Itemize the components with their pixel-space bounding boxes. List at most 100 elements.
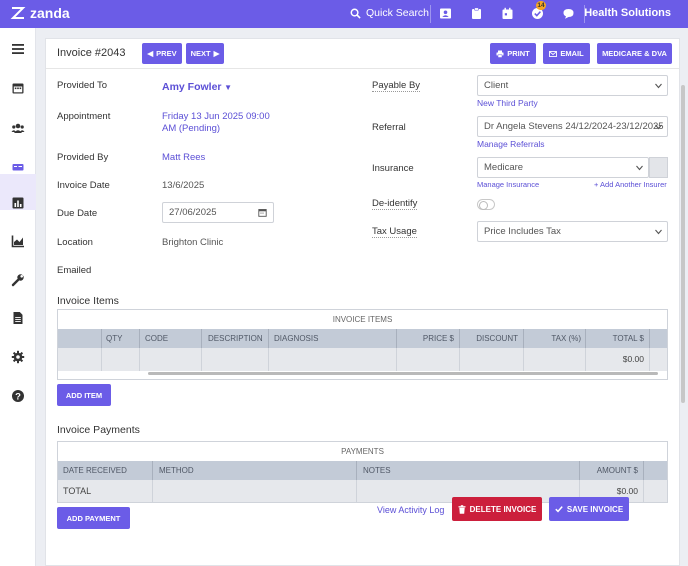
insurance-label: Insurance [372, 163, 414, 174]
check-icon [555, 506, 563, 513]
analytics-icon[interactable] [11, 234, 25, 248]
invoice-payments-title: Invoice Payments [57, 424, 140, 436]
total-label: TOTAL [58, 480, 153, 502]
chevron-down-icon [655, 83, 662, 89]
deidentify-label: De-identify [372, 198, 418, 210]
provided-by-label: Provided By [57, 152, 109, 163]
table-row: TOTAL $0.00 [58, 480, 667, 502]
column-header[interactable]: QTY [102, 329, 140, 348]
chat-icon[interactable] [562, 7, 575, 20]
column-header[interactable]: METHOD [153, 461, 357, 480]
column-header[interactable]: TOTAL $ [586, 329, 650, 348]
next-button[interactable]: NEXT ▶ [186, 43, 224, 64]
column-header[interactable]: PRICE $ [397, 329, 460, 348]
chevron-down-icon [636, 165, 643, 171]
menu-icon[interactable] [11, 42, 25, 56]
referral-select[interactable]: Dr Angela Stevens 24/12/2024-23/12/2025 [477, 116, 668, 137]
search-icon [350, 8, 361, 19]
manage-insurance-link[interactable]: Manage Insurance [477, 180, 540, 189]
invoice-items-title: Invoice Items [57, 295, 119, 307]
vertical-scrollbar[interactable] [681, 85, 685, 403]
emailed-label: Emailed [57, 265, 92, 276]
column-header[interactable]: DISCOUNT [460, 329, 524, 348]
documents-icon[interactable] [11, 311, 25, 325]
location-value: Brighton Clinic [162, 237, 224, 248]
payable-by-label: Payable By [372, 80, 421, 92]
calendar-icon[interactable] [11, 81, 25, 95]
invoice-header: Invoice #2043 ◀ PREV NEXT ▶ PRINT EMAIL … [46, 39, 679, 69]
payable-by-select[interactable]: Client [477, 75, 668, 96]
appointment-link[interactable]: Friday 13 Jun 2025 09:00 AM (Pending) [162, 111, 270, 134]
add-payment-button[interactable]: ADD PAYMENT [57, 507, 130, 529]
svg-text:?: ? [15, 391, 21, 402]
logo-text: zanda [30, 5, 70, 21]
save-invoice-button[interactable]: SAVE INVOICE [549, 497, 629, 521]
chevron-down-icon [655, 229, 662, 235]
medicare-dva-button[interactable]: MEDICARE & DVA [597, 43, 672, 64]
envelope-icon [549, 50, 558, 57]
appointment-label: Appointment [57, 111, 111, 122]
due-date-input[interactable]: 27/06/2025 [162, 202, 274, 223]
new-third-party-link[interactable]: New Third Party [477, 98, 538, 108]
tax-usage-select[interactable]: Price Includes Tax [477, 221, 668, 242]
clients-icon[interactable] [11, 121, 25, 135]
column-header[interactable]: DESCRIPTION [202, 329, 269, 348]
column-header[interactable]: AMOUNT $ [580, 461, 644, 480]
quick-search-button[interactable]: Quick Search [350, 7, 429, 19]
notification-badge: 14 [536, 1, 546, 10]
invoice-items-table: INVOICE ITEMS QTY CODE DESCRIPTION DIAGN… [57, 309, 668, 380]
horizontal-scrollbar[interactable] [148, 372, 658, 375]
settings-icon[interactable] [11, 350, 25, 364]
quick-search-label: Quick Search [366, 7, 430, 19]
invoice-date-label: Invoice Date [57, 180, 110, 191]
invoice-card: Invoice #2043 ◀ PREV NEXT ▶ PRINT EMAIL … [45, 38, 680, 566]
email-button[interactable]: EMAIL [543, 43, 590, 64]
caret-down-icon: ▼ [224, 83, 233, 92]
column-header[interactable]: DATE RECEIVED [58, 461, 153, 480]
provider-link[interactable]: Matt Rees [162, 152, 206, 163]
print-button[interactable]: PRINT [490, 43, 536, 64]
insurance-addon[interactable] [649, 157, 668, 178]
zanda-logo[interactable]: zanda [10, 5, 70, 21]
tools-icon[interactable] [11, 273, 25, 287]
prev-button[interactable]: ◀ PREV [142, 43, 182, 64]
add-insurer-link[interactable]: + Add Another Insurer [594, 180, 667, 189]
top-bar: zanda Quick Search 14 Health Solutions [0, 0, 688, 28]
chevron-down-icon [655, 124, 662, 130]
delete-invoice-button[interactable]: DELETE INVOICE [452, 497, 542, 521]
trash-icon [458, 504, 466, 514]
tasks-check-icon[interactable] [531, 7, 544, 20]
table-row: $0.00 [58, 348, 667, 371]
payments-table: PAYMENTS DATE RECEIVED METHOD NOTES AMOU… [57, 441, 668, 503]
payments-total-value: $0.00 [580, 480, 644, 502]
divider [584, 5, 585, 23]
column-header[interactable]: TAX (%) [524, 329, 586, 348]
table-caption: PAYMENTS [341, 447, 384, 456]
insurance-select[interactable]: Medicare [477, 157, 649, 178]
invoice-title: Invoice #2043 [57, 47, 126, 59]
invoices-icon[interactable] [11, 160, 25, 174]
calendar-icon[interactable] [258, 208, 267, 217]
tax-usage-label: Tax Usage [372, 226, 417, 238]
deidentify-toggle[interactable] [477, 199, 495, 210]
calendar-icon[interactable] [501, 7, 514, 20]
table-header: QTY CODE DESCRIPTION DIAGNOSIS PRICE $ D… [58, 329, 667, 348]
column-header[interactable]: CODE [140, 329, 202, 348]
chevron-right-icon: ▶ [213, 49, 220, 58]
view-activity-log-link[interactable]: View Activity Log [377, 505, 445, 515]
contact-card-icon[interactable] [439, 7, 452, 20]
reports-icon[interactable] [11, 196, 25, 210]
clipboard-icon[interactable] [470, 7, 483, 20]
client-name-link[interactable]: Amy Fowler ▼ [162, 81, 233, 93]
invoice-date-value[interactable]: 13/6/2025 [162, 180, 205, 191]
manage-referrals-link[interactable]: Manage Referrals [477, 139, 545, 149]
column-header[interactable]: NOTES [357, 461, 580, 480]
sidebar: ? [0, 28, 36, 566]
table-header: DATE RECEIVED METHOD NOTES AMOUNT $ [58, 461, 667, 480]
referral-label: Referral [372, 122, 406, 133]
brand-name[interactable]: Health Solutions [584, 7, 671, 19]
help-icon[interactable]: ? [11, 389, 25, 403]
location-label: Location [57, 237, 93, 248]
add-item-button[interactable]: ADD ITEM [57, 384, 111, 406]
column-header[interactable]: DIAGNOSIS [269, 329, 397, 348]
